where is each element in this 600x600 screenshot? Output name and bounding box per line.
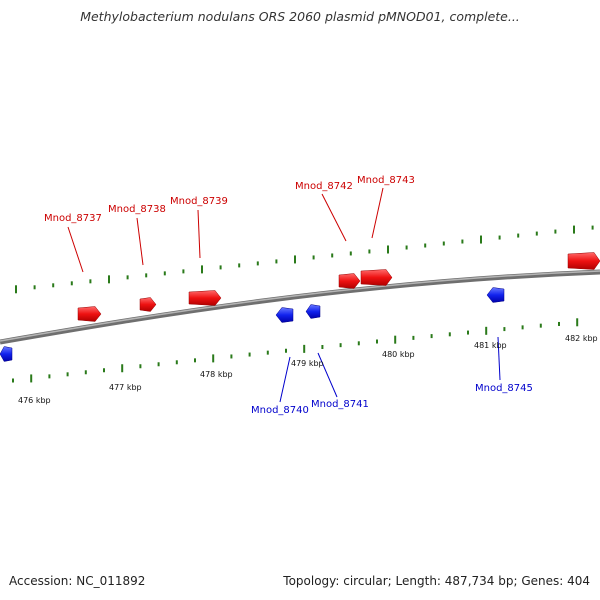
label-leaders (67, 187, 501, 403)
kbp-label-480: 480 kbp (382, 350, 415, 359)
gene-arrow-mnod-8741 (305, 304, 321, 319)
gene-arrow-mnod-8743 (360, 269, 393, 286)
leader-mnod-8740 (279, 356, 291, 403)
gene-label-mnod-8743[interactable]: Mnod_8743 (357, 175, 415, 186)
kbp-label-476: 476 kbp (18, 396, 51, 405)
gene-arrow-mnod-8745 (486, 287, 505, 303)
leader-mnod-8739 (197, 209, 201, 259)
lower-tick-track (12, 318, 579, 383)
leader-mnod-8737 (67, 226, 84, 273)
gene-label-mnod-8741[interactable]: Mnod_8741 (311, 399, 369, 410)
upper-tick-track (15, 225, 594, 294)
leader-mnod-8742 (321, 193, 347, 242)
gene-label-mnod-8738[interactable]: Mnod_8738 (108, 204, 166, 215)
kbp-label-478: 478 kbp (200, 370, 233, 379)
gene-arrow-reverse (0, 346, 13, 362)
kbp-label-479: 479 kbp (291, 359, 324, 368)
gene-label-mnod-8742[interactable]: Mnod_8742 (295, 181, 353, 192)
gene-arrow-mnod-8739 (188, 290, 222, 306)
gene-arrow-mnod-8738 (139, 297, 157, 312)
gene-label-mnod-8745[interactable]: Mnod_8745 (475, 383, 533, 394)
gene-arrow-mnod-8737 (77, 306, 102, 322)
kbp-label-477: 477 kbp (109, 383, 142, 392)
kbp-label-481: 481 kbp (474, 341, 507, 350)
gene-arrow-mnod-8742 (338, 273, 361, 289)
gene-features (0, 252, 600, 362)
leader-mnod-8743 (371, 187, 384, 239)
gene-label-mnod-8737[interactable]: Mnod_8737 (44, 213, 102, 224)
gene-label-mnod-8740[interactable]: Mnod_8740 (251, 405, 309, 416)
leader-mnod-8738 (136, 217, 144, 266)
leader-mnod-8741 (317, 352, 338, 398)
map-title: Methylobacterium nodulans ORS 2060 plasm… (80, 9, 520, 24)
leader-mnod-8745 (497, 336, 501, 381)
gene-arrow-mnod-8740 (275, 307, 294, 323)
gene-label-mnod-8739[interactable]: Mnod_8739 (170, 196, 228, 207)
kbp-label-482: 482 kbp (565, 334, 598, 343)
accession-text: Accession: NC_011892 (9, 574, 146, 588)
genome-summary-text: Topology: circular; Length: 487,734 bp; … (283, 574, 590, 588)
gene-arrow-edge (567, 252, 600, 270)
backbone (0, 269, 600, 345)
